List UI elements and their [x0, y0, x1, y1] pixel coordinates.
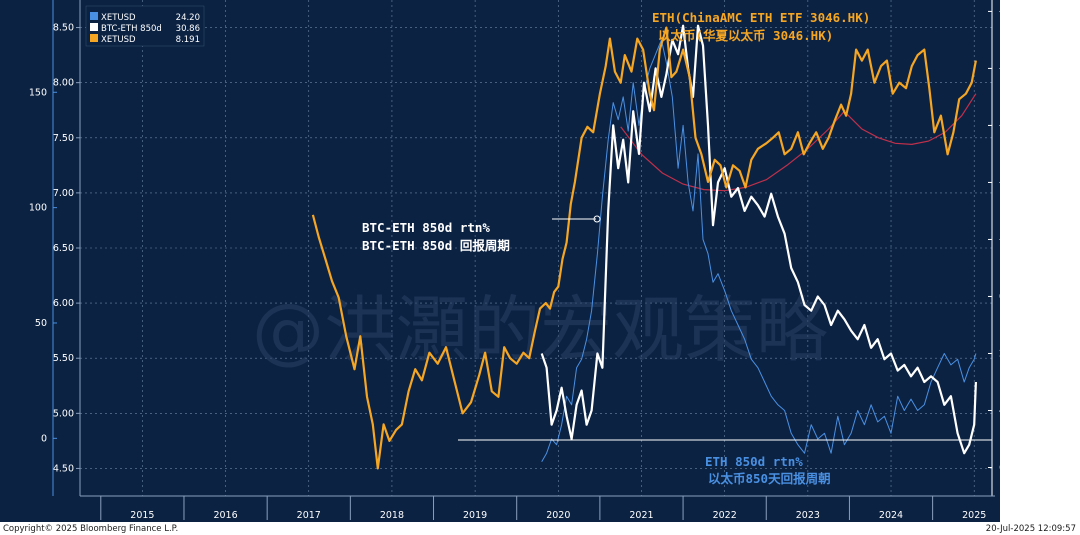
right-axis-tick-label: -80	[999, 63, 1015, 74]
legend-swatch	[90, 12, 98, 20]
x-axis-tick-label: 2023	[796, 510, 820, 521]
watermark: @洪灝的宏观策略	[252, 288, 828, 372]
chart-title: ETH(ChinaAMC ETH ETF 3046.HK)	[652, 10, 870, 25]
footer-timestamp: 20-Jul-2025 12:09:57	[986, 524, 1076, 534]
x-axis-tick-label: 2017	[297, 510, 321, 521]
left-price-tick-label: 4.50	[53, 463, 74, 474]
x-axis-tick-label: 2015	[130, 510, 154, 521]
legend-value: 30.86	[176, 24, 200, 34]
series-lines	[311, 24, 977, 470]
left-eth-rtn-tick-label: 100	[29, 203, 47, 214]
footer-copyright: Copyright© 2025 Bloomberg Finance L.P.	[3, 524, 178, 534]
series-line-btc-eth-850d	[540, 24, 977, 455]
x-axis-tick-label: 2024	[879, 510, 903, 521]
right-axis-tick-label: -20	[999, 234, 1015, 245]
legend: XETUSD 24.20 BTC-ETH 850d 30.86 XETUSD 8.191	[85, 5, 205, 47]
right-rtn-axis: -100 -80 -60 -40 -20 0 20 40 60	[988, 0, 1021, 496]
series-line-xetusd	[541, 39, 977, 463]
legend-name: BTC-ETH 850d	[101, 24, 162, 34]
eth-label-1: ETH 850d rtn%	[705, 454, 803, 469]
btc-eth-marker	[593, 215, 601, 223]
legend-swatch	[90, 34, 98, 42]
watermark-text: @洪灝的宏观策略	[252, 288, 828, 372]
right-axis-tick-label: -60	[999, 120, 1015, 131]
x-axis-tick-label: 2022	[713, 510, 737, 521]
trend-arc-1	[620, 109, 846, 192]
legend-swatch	[90, 23, 98, 31]
x-axis: 2015 2016 2017 2018 2019 2020 2021 2022 2023 2024…	[80, 495, 995, 521]
right-axis-tick-label: 20	[999, 348, 1011, 359]
x-axis-tick-label: 2020	[546, 510, 570, 521]
left-price-tick-label: 5.00	[53, 408, 74, 419]
left-price-tick-label: 8.00	[53, 78, 74, 89]
right-axis-tick-label: 40	[999, 405, 1011, 416]
legend-box	[85, 5, 205, 47]
left-eth-rtn-tick-label: 50	[35, 318, 47, 329]
series-line-xetusd	[311, 26, 977, 470]
left-price-tick-label: 8.50	[53, 23, 74, 34]
left-price-tick-label: 7.00	[53, 188, 74, 199]
left-eth-rtn-tick-label: 150	[29, 87, 47, 98]
legend-value: 24.20	[176, 13, 200, 23]
left-price-tick-label: 6.50	[53, 243, 74, 254]
eth-label-2: 以太币850天回报周朝	[708, 471, 831, 486]
x-axis-tick-label: 2018	[380, 510, 404, 521]
legend-name: XETUSD	[101, 13, 136, 23]
left-price-axis: 4.50 5.00 5.50 6.00 6.50 7.00 7.50 8.00 8.50	[53, 0, 81, 496]
left-eth-rtn-tick-label: 0	[41, 433, 47, 444]
right-axis-tick-label: -40	[999, 177, 1015, 188]
right-axis-tick-label: -100	[999, 6, 1021, 17]
right-axis-tick-label: 60	[999, 462, 1011, 473]
x-axis-tick-label: 2016	[213, 510, 237, 521]
x-axis-tick-label: 2021	[629, 510, 653, 521]
chart-subtitle: 以太币(华夏以太币 3046.HK)	[658, 28, 833, 43]
right-axis-tick-label: 0	[999, 291, 1005, 302]
btc-eth-label-2: BTC-ETH 850d 回报周期	[362, 238, 510, 253]
legend-name: XETUSD	[101, 35, 136, 45]
x-axis-tick-label: 2019	[463, 510, 487, 521]
legend-items: XETUSD 24.20 BTC-ETH 850d 30.86 XETUSD 8.191	[90, 12, 200, 45]
left-eth-rtn-axis: 0 50 100 150	[29, 0, 57, 496]
legend-value: 8.191	[176, 35, 200, 45]
left-price-tick-label: 7.50	[53, 133, 74, 144]
btc-eth-label-1: BTC-ETH 850d rtn%	[362, 220, 490, 235]
left-price-tick-label: 6.00	[53, 298, 74, 309]
x-axis-tick-label: 2025	[962, 510, 986, 521]
left-price-tick-label: 5.50	[53, 353, 74, 364]
plot-area	[80, 0, 995, 496]
